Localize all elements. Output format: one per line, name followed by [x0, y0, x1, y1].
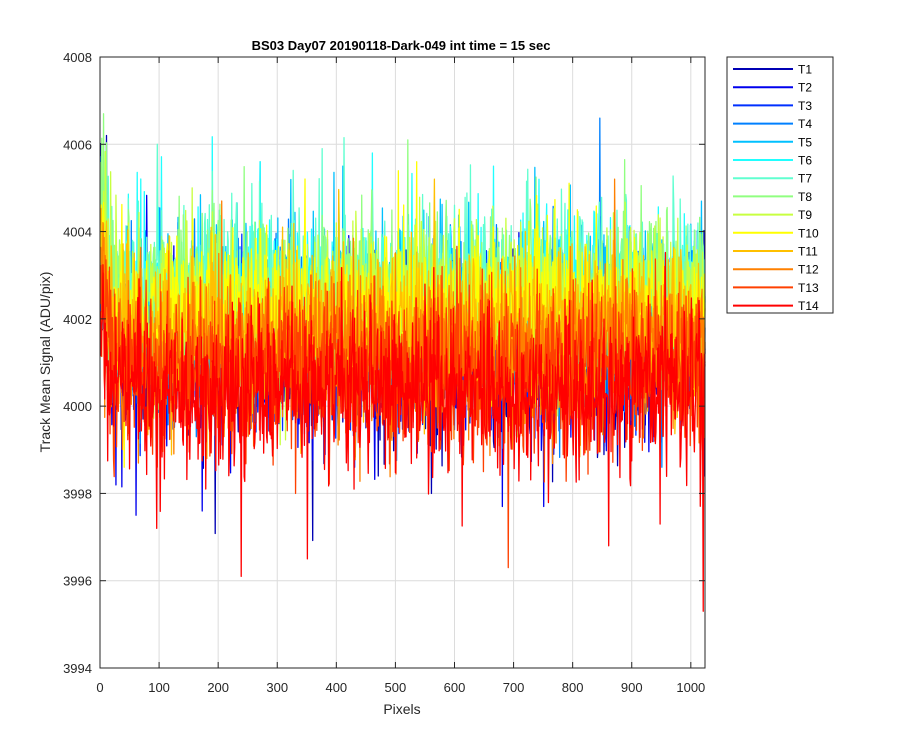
legend-label-t2: T2	[798, 81, 812, 95]
legend-label-t13: T13	[798, 281, 819, 295]
y-tick-label: 3996	[63, 574, 92, 589]
chart-title: BS03 Day07 20190118-Dark-049 int time = …	[252, 38, 551, 53]
y-axis-label: Track Mean Signal (ADU/pix)	[37, 272, 53, 453]
legend-label-t7: T7	[798, 172, 812, 186]
x-tick-label: 500	[385, 680, 407, 695]
x-axis-label: Pixels	[383, 701, 420, 717]
x-tick-label: 200	[207, 680, 229, 695]
legend-box	[726, 56, 834, 314]
x-tick-label: 400	[325, 680, 347, 695]
x-tick-label: 600	[444, 680, 466, 695]
x-tick-label: 0	[96, 680, 103, 695]
legend-label-t4: T4	[798, 117, 812, 131]
x-tick-label: 900	[621, 680, 643, 695]
legend-label-t1: T1	[798, 63, 812, 77]
legend-label-t9: T9	[798, 208, 812, 222]
legend-label-t8: T8	[798, 190, 812, 204]
y-tick-labels: 3994 3996 3998 4000 4002 4004 4006 4008	[63, 50, 92, 676]
x-tick-label: 1000	[676, 680, 705, 695]
legend-label-t11: T11	[798, 245, 818, 259]
y-tick-label: 4004	[63, 225, 92, 240]
legend-label-t6: T6	[798, 154, 812, 168]
y-tick-label: 3998	[63, 486, 92, 501]
y-tick-label: 3994	[63, 661, 92, 676]
axis-ticks	[99, 56, 705, 669]
x-tick-label: 700	[503, 680, 525, 695]
x-tick-label: 100	[148, 680, 170, 695]
y-tick-label: 4000	[63, 399, 92, 414]
x-tick-label: 300	[266, 680, 288, 695]
legend: T1 T2 T3 T4 T5 T6 T7 T8 T9 T10 T11 T12 T13 T14	[726, 56, 834, 314]
legend-label-t12: T12	[798, 263, 819, 277]
y-tick-label: 4006	[63, 137, 92, 152]
legend-label-t3: T3	[798, 99, 812, 113]
legend-label-t10: T10	[798, 226, 819, 240]
y-tick-label: 4002	[63, 312, 92, 327]
x-tick-label: 800	[562, 680, 584, 695]
series-line-t14	[99, 251, 706, 612]
legend-label-t5: T5	[798, 135, 812, 149]
x-tick-labels: 0 100 200 300 400 500 600 700 800 900 1000	[96, 680, 705, 695]
plot-area	[99, 56, 706, 669]
series-lines	[99, 113, 706, 612]
y-tick-label: 4008	[63, 50, 92, 65]
legend-items: T1 T2 T3 T4 T5 T6 T7 T8 T9 T10 T11 T12 T13 T14	[733, 63, 819, 313]
axes-box	[99, 56, 706, 669]
legend-label-t14: T14	[798, 299, 819, 313]
